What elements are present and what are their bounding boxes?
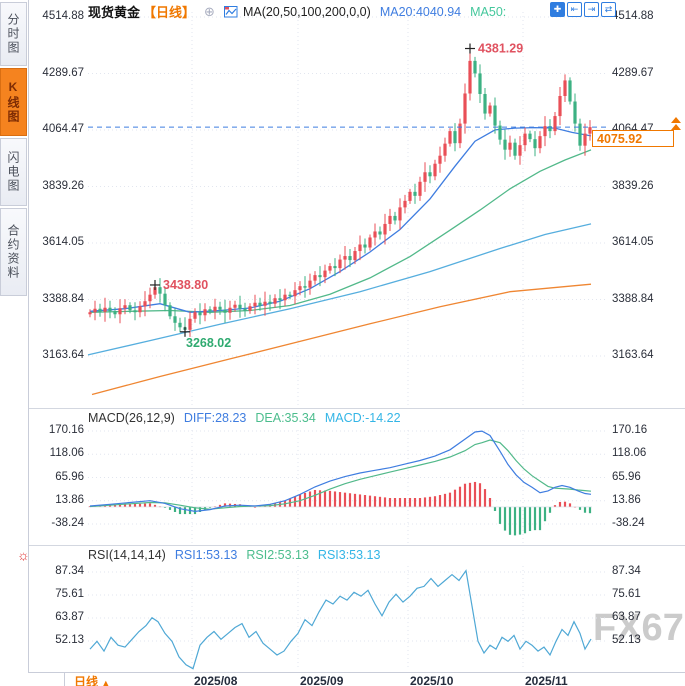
date-tick-label: 2025/08 xyxy=(194,674,238,686)
marked-point: 3268.02 xyxy=(180,326,231,350)
add-indicator-icon[interactable]: ⊕ xyxy=(204,3,215,19)
pan-icon[interactable]: ⇄ xyxy=(601,2,616,17)
rsi1-label: RSI1:53.13 xyxy=(174,548,238,562)
sidebar-tab-kline-chart[interactable]: K线图 xyxy=(0,68,27,136)
macd-axis-label: 65.96 xyxy=(612,470,641,483)
macd-axis-label: 118.06 xyxy=(49,447,84,460)
ma100-line xyxy=(87,223,592,356)
price-annotation: 4381.29 xyxy=(478,42,523,56)
symbol-title: 现货黄金 xyxy=(88,5,141,20)
macd-axis-label: -38.24 xyxy=(612,517,645,529)
macd-dea-label: DEA:35.34 xyxy=(255,411,316,425)
price-axis-label: 3614.05 xyxy=(42,236,84,248)
scale-right-icon[interactable]: ⇥ xyxy=(584,2,599,17)
ma20-value-label: MA20:4040.94 xyxy=(379,4,462,19)
rsi-axis-label: 52.13 xyxy=(612,634,641,646)
ma-settings-label: MA(20,50,100,200,0,0) xyxy=(242,4,371,19)
macd-header: MACD(26,12,9) DIFF:28.23 DEA:35.34 MACD:… xyxy=(88,411,401,425)
price-annotation: 3438.80 xyxy=(163,278,208,292)
price-axis-label: 3163.64 xyxy=(612,349,654,361)
chart-toolbar: ✚ ⇤ ⇥ ⇄ xyxy=(550,2,616,17)
macd-title: MACD(26,12,9) xyxy=(88,411,175,425)
rsi-axis-label: 75.61 xyxy=(55,587,84,600)
macd-axis-label: 65.96 xyxy=(55,470,84,483)
period-tag: 【日线】 xyxy=(143,5,196,20)
macd-histogram xyxy=(88,481,592,536)
price-axis-label: 4514.88 xyxy=(42,10,84,22)
rsi-axis-label: 63.87 xyxy=(55,610,84,623)
ma-chart-icon[interactable] xyxy=(223,5,238,18)
rsi2-label: RSI2:53.13 xyxy=(246,548,309,562)
panel-separator-rsi xyxy=(28,545,685,546)
macd-axis-label: 118.06 xyxy=(612,447,647,460)
price-axis-label: 4064.47 xyxy=(42,122,84,135)
price-axis-label: 3388.84 xyxy=(612,292,654,305)
macd-axis-label: 170.16 xyxy=(612,424,648,436)
price-axis-label: 3839.26 xyxy=(612,179,654,192)
gridlines xyxy=(88,12,606,670)
rsi-axis-label: 87.34 xyxy=(612,565,641,577)
price-annotation: 3268.02 xyxy=(186,336,231,350)
price-axis-label: 4289.67 xyxy=(42,66,84,79)
price-axis-label: 3839.26 xyxy=(42,179,84,192)
price-axis-label: 3163.64 xyxy=(42,349,84,361)
macd-axis-label: 170.16 xyxy=(48,424,84,436)
bottom-divider xyxy=(64,673,65,686)
macd-value-label: MACD:-14.22 xyxy=(324,411,401,425)
rsi-title: RSI(14,14,14) xyxy=(88,548,166,562)
crosshair-icon[interactable]: ✚ xyxy=(550,2,565,17)
period-selector[interactable]: 日线 ▲ xyxy=(74,675,111,686)
date-tick-label: 2025/09 xyxy=(300,674,344,686)
price-up-arrow-icon xyxy=(671,124,681,130)
sidebar-tab-contract-info[interactable]: 合约资料 xyxy=(0,208,27,296)
marked-point: 3438.80 xyxy=(150,278,208,292)
date-tick-label: 2025/11 xyxy=(525,674,568,686)
current-price-tag: 4075.92 xyxy=(592,130,674,147)
price-axis-label: 3388.84 xyxy=(42,292,84,305)
sidebar-tab-lightning-chart[interactable]: 闪电图 xyxy=(0,138,27,206)
sidebar-tab-time-chart[interactable]: 分时图 xyxy=(0,2,27,66)
price-axis-label: 4289.67 xyxy=(612,66,654,79)
scale-left-icon[interactable]: ⇤ xyxy=(567,2,582,17)
macd-diff-line xyxy=(89,430,592,513)
watermark: FX678 xyxy=(593,607,685,649)
macd-axis-label: 13.86 xyxy=(55,493,84,506)
macd-axis-label: 13.86 xyxy=(612,493,641,506)
chart-header: 现货黄金 【日线】 ⊕ MA(20,50,100,200,0,0) MA20:4… xyxy=(88,2,506,21)
ma50-value-label: MA50: xyxy=(470,4,507,19)
macd-dea-line xyxy=(89,439,592,510)
sidebar-border xyxy=(28,0,29,686)
price-up-arrow-icon xyxy=(671,117,681,123)
sidebar: 分时图 K线图 闪电图 合约资料 xyxy=(0,0,28,686)
rsi-line xyxy=(89,569,592,670)
rsi-axis-label: 87.34 xyxy=(55,565,84,577)
rsi-header: RSI(14,14,14) RSI1:53.13 RSI2:53.13 RSI3… xyxy=(88,548,380,562)
indicator-settings-icon[interactable]: ☼ xyxy=(17,547,30,563)
macd-axis-label: -38.24 xyxy=(51,517,84,529)
rsi-axis-label: 75.61 xyxy=(612,587,641,600)
rsi3-label: RSI3:53.13 xyxy=(317,548,381,562)
date-tick-label: 2025/10 xyxy=(410,674,454,686)
panel-separator-macd xyxy=(28,408,685,409)
ma200-line xyxy=(91,283,592,396)
candlestick-series xyxy=(88,50,592,337)
price-axis-label: 3614.05 xyxy=(612,236,654,248)
marked-point: 4381.29 xyxy=(465,42,523,56)
rsi-axis-label: 52.13 xyxy=(55,634,84,646)
ma50-line xyxy=(89,149,592,313)
time-axis-bar: 日线 ▲ 2025/08 2025/09 2025/10 2025/11 xyxy=(28,672,685,686)
price-axis-label: 4514.88 xyxy=(612,10,654,22)
macd-diff-label: DIFF:28.23 xyxy=(183,411,247,425)
rsi-axis-label: 63.87 xyxy=(612,610,641,623)
chevron-up-icon: ▲ xyxy=(101,678,111,686)
